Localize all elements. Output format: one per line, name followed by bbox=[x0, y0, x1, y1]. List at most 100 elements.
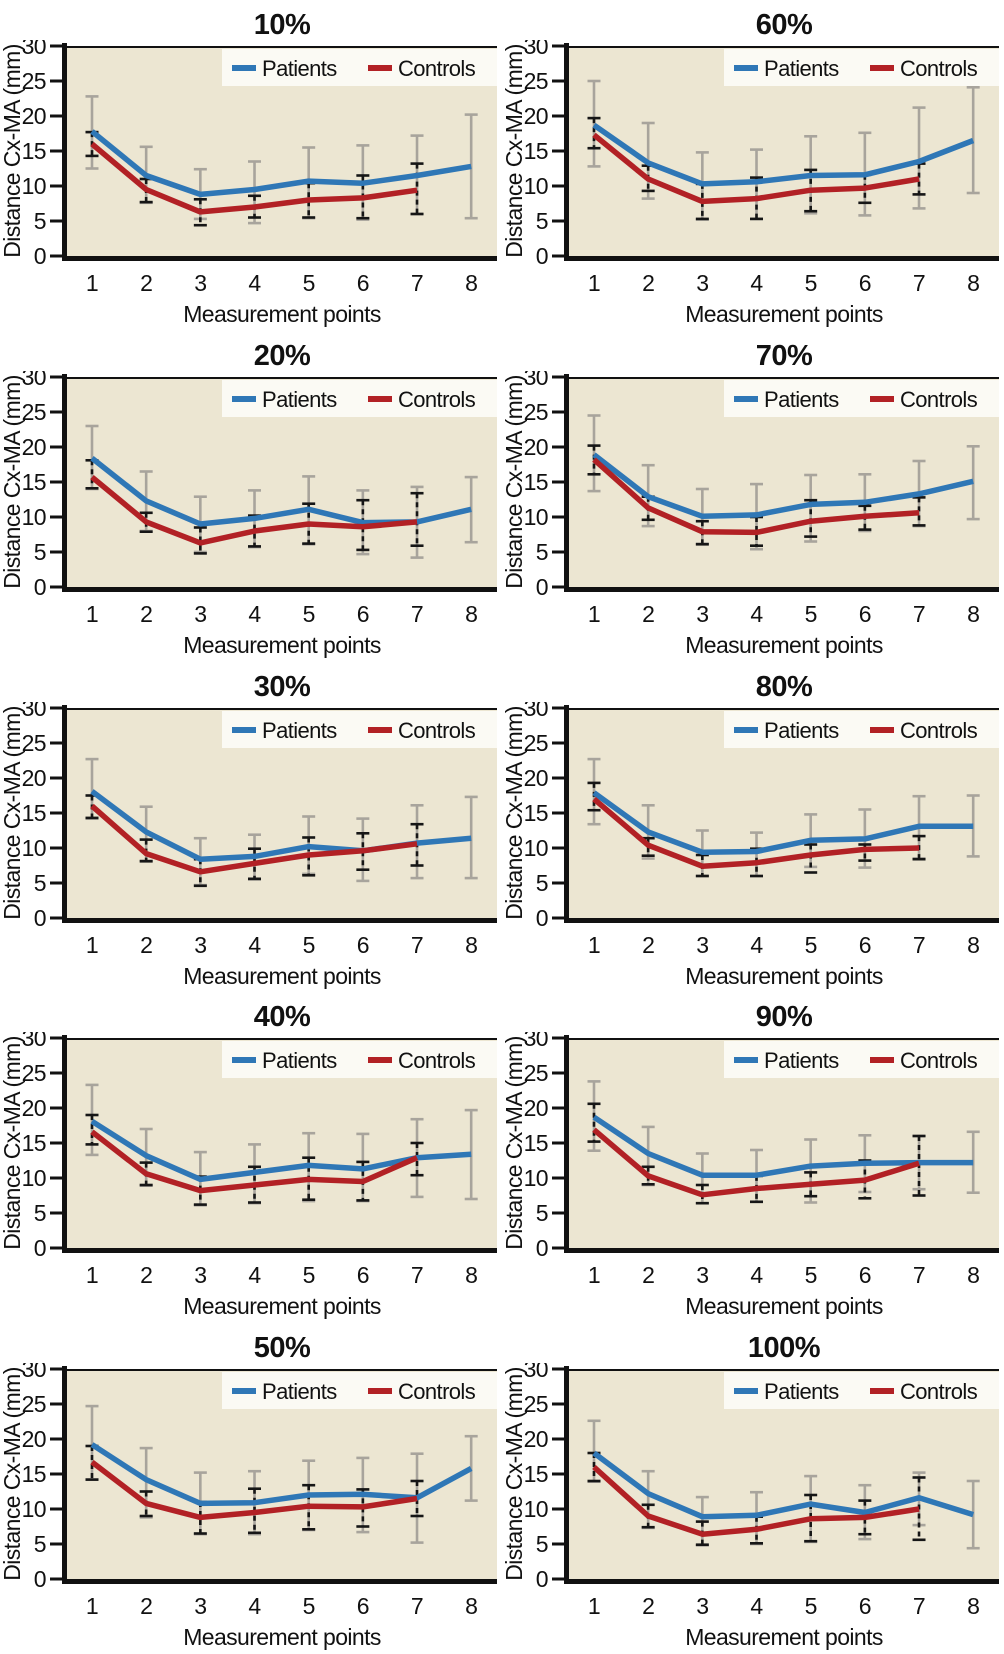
controls-legend-label: Controls bbox=[900, 56, 978, 81]
y-tick-label: 25 bbox=[22, 1060, 46, 1086]
y-tick-label: 25 bbox=[524, 1391, 548, 1417]
x-tick-label: 4 bbox=[248, 1262, 261, 1288]
controls-line bbox=[592, 796, 920, 869]
y-tick-label: 10 bbox=[22, 504, 46, 530]
patients-legend-label: Patients bbox=[764, 56, 839, 81]
x-tick-label: 6 bbox=[357, 1593, 369, 1619]
controls-line bbox=[90, 1460, 418, 1521]
patients-legend-label: Patients bbox=[262, 387, 337, 412]
controls-line bbox=[90, 141, 418, 215]
controls-legend-label: Controls bbox=[900, 1048, 978, 1073]
patients-legend-label: Patients bbox=[262, 1379, 337, 1404]
x-tick-label: 2 bbox=[140, 270, 152, 296]
chart-title: 60% bbox=[755, 9, 813, 41]
chart-cell-70: 70% 0 5 10 15 20 25 30 1 2 3 4 5 6 7 8 Measurement point… bbox=[502, 331, 1004, 662]
y-tick-label: 30 bbox=[524, 702, 548, 721]
x-tick-label: 5 bbox=[805, 601, 817, 627]
legend-box bbox=[724, 379, 999, 417]
y-tick-label: 30 bbox=[22, 702, 46, 721]
legend bbox=[724, 379, 999, 417]
x-tick-label: 1 bbox=[588, 932, 600, 958]
x-tick-label: 7 bbox=[411, 601, 423, 627]
y-tick-label: 10 bbox=[524, 1496, 548, 1522]
y-tick-label: 30 bbox=[22, 1032, 46, 1051]
y-tick-label: 20 bbox=[22, 765, 46, 791]
x-tick-label: 3 bbox=[194, 601, 206, 627]
legend-box bbox=[724, 1372, 999, 1410]
patients-line bbox=[90, 129, 472, 198]
y-tick-label: 15 bbox=[22, 469, 46, 495]
y-tick-label: 30 bbox=[22, 371, 46, 390]
y-tick-label: 15 bbox=[524, 1461, 548, 1487]
chart-plot: 0 5 10 15 20 25 30 1 2 3 4 5 6 7 8 Measurement points Di… bbox=[0, 1363, 497, 1650]
x-tick-label: 4 bbox=[750, 932, 763, 958]
controls-errorbar bbox=[804, 842, 818, 874]
legend-box bbox=[222, 1372, 497, 1410]
y-tick-label: 25 bbox=[22, 399, 46, 425]
y-axis-label: Distance Cx-MA (mm) bbox=[0, 375, 25, 589]
chart-cell-100: 100% 0 5 10 15 20 25 30 1 2 3 4 5 6 7 8 Measurement poin… bbox=[502, 1323, 1004, 1654]
patients-errorbar bbox=[966, 85, 980, 195]
x-axis-label: Measurement points bbox=[183, 301, 381, 327]
legend bbox=[724, 1041, 999, 1079]
x-axis-label: Measurement points bbox=[183, 1624, 381, 1650]
chart-title: 70% bbox=[755, 339, 813, 372]
chart-cell-80: 80% 0 5 10 15 20 25 30 1 2 3 4 5 6 7 8 Measurement point… bbox=[502, 662, 1004, 993]
y-tick-label: 20 bbox=[22, 1095, 46, 1121]
controls-errorbar bbox=[410, 1479, 424, 1518]
x-tick-label: 2 bbox=[642, 601, 654, 627]
chart-cell-50: 50% 0 5 10 15 20 25 30 1 2 3 4 5 6 7 8 Measurement point… bbox=[0, 1323, 502, 1654]
controls-errorbar bbox=[85, 1114, 99, 1147]
chart-cell-90: 90% 0 5 10 15 20 25 30 1 2 3 4 5 6 7 8 Measurement point… bbox=[502, 992, 1004, 1323]
x-tick-label: 1 bbox=[588, 270, 600, 296]
x-tick-label: 5 bbox=[303, 932, 315, 958]
y-tick-label: 10 bbox=[22, 173, 46, 199]
x-tick-label: 7 bbox=[913, 270, 925, 296]
x-tick-label: 3 bbox=[194, 270, 206, 296]
x-tick-label: 6 bbox=[357, 601, 369, 627]
patients-line bbox=[592, 790, 974, 855]
y-tick-label: 25 bbox=[22, 68, 46, 94]
x-tick-label: 2 bbox=[140, 1593, 152, 1619]
controls-line bbox=[592, 457, 920, 535]
y-tick-label: 5 bbox=[536, 1531, 548, 1557]
legend bbox=[222, 1372, 497, 1410]
x-tick-label: 5 bbox=[303, 601, 315, 627]
y-tick-label: 0 bbox=[34, 905, 46, 931]
patients-line bbox=[592, 1450, 975, 1520]
y-tick-label: 5 bbox=[536, 539, 548, 565]
x-axis-label: Measurement points bbox=[183, 1293, 381, 1319]
x-tick-label: 7 bbox=[411, 1262, 423, 1288]
y-tick-label: 0 bbox=[34, 243, 46, 269]
y-axis-label: Distance Cx-MA (mm) bbox=[0, 1367, 25, 1581]
patients-errorbar bbox=[464, 795, 478, 879]
legend bbox=[724, 1372, 999, 1410]
y-tick-label: 0 bbox=[536, 243, 548, 269]
controls-errorbar bbox=[587, 1102, 601, 1144]
y-tick-label: 5 bbox=[34, 539, 46, 565]
patients-errorbar bbox=[464, 113, 478, 220]
y-tick-label: 5 bbox=[536, 1200, 548, 1226]
controls-errorbar bbox=[804, 1493, 818, 1543]
x-tick-label: 1 bbox=[86, 601, 98, 627]
x-tick-label: 4 bbox=[750, 1262, 763, 1288]
chart-cell-40: 40% 0 5 10 15 20 25 30 1 2 3 4 5 6 7 8 Measurement point… bbox=[0, 992, 502, 1323]
x-tick-label: 7 bbox=[411, 932, 423, 958]
x-tick-label: 5 bbox=[303, 1262, 315, 1288]
y-tick-label: 5 bbox=[536, 208, 548, 234]
y-tick-label: 0 bbox=[536, 1566, 548, 1592]
y-axis-label: Distance Cx-MA (mm) bbox=[0, 1037, 25, 1251]
chart-title: 50% bbox=[253, 1332, 311, 1365]
x-tick-label: 4 bbox=[750, 1593, 763, 1619]
y-tick-label: 25 bbox=[524, 1060, 548, 1086]
chart-plot: 0 5 10 15 20 25 30 1 2 3 4 5 6 7 8 Measurement points Di… bbox=[0, 371, 497, 658]
chart-title: 80% bbox=[755, 670, 813, 703]
x-tick-label: 2 bbox=[642, 270, 654, 296]
x-tick-label: 8 bbox=[967, 1593, 979, 1619]
patients-errorbar bbox=[587, 413, 601, 493]
chart-cell-60: 60% 0 5 10 15 20 25 30 1 2 3 4 5 6 7 8 Measurement point… bbox=[502, 0, 1004, 331]
controls-errorbar bbox=[410, 491, 424, 547]
y-tick-label: 10 bbox=[22, 1496, 46, 1522]
x-tick-label: 1 bbox=[588, 601, 600, 627]
y-axis-label: Distance Cx-MA (mm) bbox=[0, 706, 25, 920]
